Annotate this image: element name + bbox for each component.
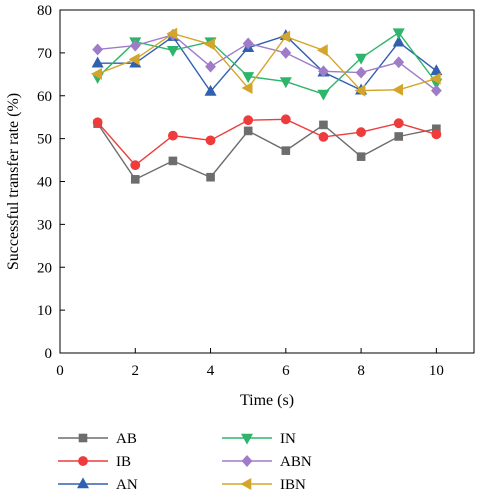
x-axis-title: Time (s) <box>240 392 294 409</box>
data-point <box>392 83 404 96</box>
series-ab <box>93 119 441 184</box>
data-point <box>166 27 178 40</box>
data-point <box>129 39 141 52</box>
data-point <box>130 160 141 171</box>
legend-marker <box>240 433 254 445</box>
series-layer <box>91 27 443 184</box>
data-point <box>356 152 366 161</box>
data-point <box>393 56 405 69</box>
data-point <box>356 127 366 138</box>
series-ib <box>92 114 442 171</box>
data-point <box>205 135 216 146</box>
y-tick-label: 70 <box>37 46 52 62</box>
legend-marker <box>240 477 252 491</box>
y-tick-label: 80 <box>37 3 52 19</box>
legend-item: AB <box>58 431 137 447</box>
legend-item: IB <box>58 454 131 470</box>
data-point <box>318 132 329 142</box>
legend-marker <box>241 455 253 467</box>
x-tick-label: 4 <box>207 363 215 379</box>
data-point <box>281 146 291 155</box>
legend-label: IN <box>280 431 296 447</box>
data-point <box>430 64 443 76</box>
data-point <box>91 56 104 68</box>
data-point <box>319 120 328 130</box>
data-point <box>429 72 441 85</box>
legend-item: AN <box>58 477 138 493</box>
data-point <box>392 28 405 40</box>
data-point <box>316 44 328 57</box>
data-point <box>92 117 103 128</box>
data-point <box>204 84 217 96</box>
data-point <box>128 53 140 66</box>
x-tick-label: 2 <box>132 363 140 379</box>
data-point <box>279 30 291 43</box>
series-line <box>97 118 437 167</box>
data-point <box>280 114 291 125</box>
data-point <box>205 60 216 73</box>
data-point <box>91 67 102 80</box>
data-point <box>431 129 442 140</box>
y-tick-label: 20 <box>37 260 52 276</box>
legend-label: IBN <box>280 477 306 493</box>
data-point <box>168 130 178 141</box>
x-tick-label: 6 <box>282 363 290 379</box>
data-point <box>168 156 178 166</box>
y-tick-label: 30 <box>37 217 52 233</box>
legend-item: IN <box>222 431 296 447</box>
data-point <box>166 46 179 57</box>
data-point <box>243 126 253 136</box>
data-point <box>392 35 405 47</box>
legend-marker <box>78 456 88 466</box>
data-point <box>92 43 104 56</box>
legend-label: AN <box>116 477 138 493</box>
data-point <box>393 118 404 129</box>
series-line <box>97 123 437 181</box>
series-line <box>97 34 437 93</box>
legend-item: ABN <box>222 454 312 470</box>
x-tick-label: 8 <box>357 363 365 379</box>
y-tick-label: 40 <box>37 175 52 191</box>
data-point <box>318 65 329 78</box>
legend-label: ABN <box>280 454 312 470</box>
y-axis: 0 10 20 30 40 50 60 70 80 <box>37 3 65 362</box>
legend: AB IB AN IN ABN IBN <box>58 431 312 493</box>
data-point <box>242 72 255 84</box>
legend-item: IBN <box>222 477 306 493</box>
data-point <box>317 89 330 101</box>
data-point <box>430 84 442 97</box>
x-tick-label: 10 <box>429 363 444 379</box>
legend-marker <box>78 433 88 443</box>
x-axis: 0 2 4 6 8 10 <box>56 348 444 379</box>
data-point <box>206 172 215 182</box>
data-point <box>394 132 404 141</box>
legend-marker <box>76 477 90 489</box>
data-point <box>354 84 366 97</box>
y-tick-label: 50 <box>37 132 52 148</box>
y-axis-title: Successful transfer rate (%) <box>5 93 22 270</box>
data-point <box>279 77 292 89</box>
data-point <box>203 38 215 51</box>
data-point <box>242 37 254 50</box>
data-point <box>130 175 140 184</box>
data-point <box>355 53 368 65</box>
data-point <box>243 115 254 126</box>
series-ibn <box>91 27 441 97</box>
legend-label: IB <box>116 454 131 470</box>
x-tick-label: 0 <box>56 363 64 379</box>
y-tick-label: 60 <box>37 89 52 105</box>
series-line <box>97 34 437 92</box>
data-point <box>241 82 253 95</box>
data-point <box>280 46 292 59</box>
series-line <box>97 32 437 92</box>
y-tick-label: 0 <box>45 346 53 362</box>
y-tick-label: 10 <box>37 303 52 319</box>
data-point <box>355 66 367 79</box>
legend-label: AB <box>116 431 137 447</box>
